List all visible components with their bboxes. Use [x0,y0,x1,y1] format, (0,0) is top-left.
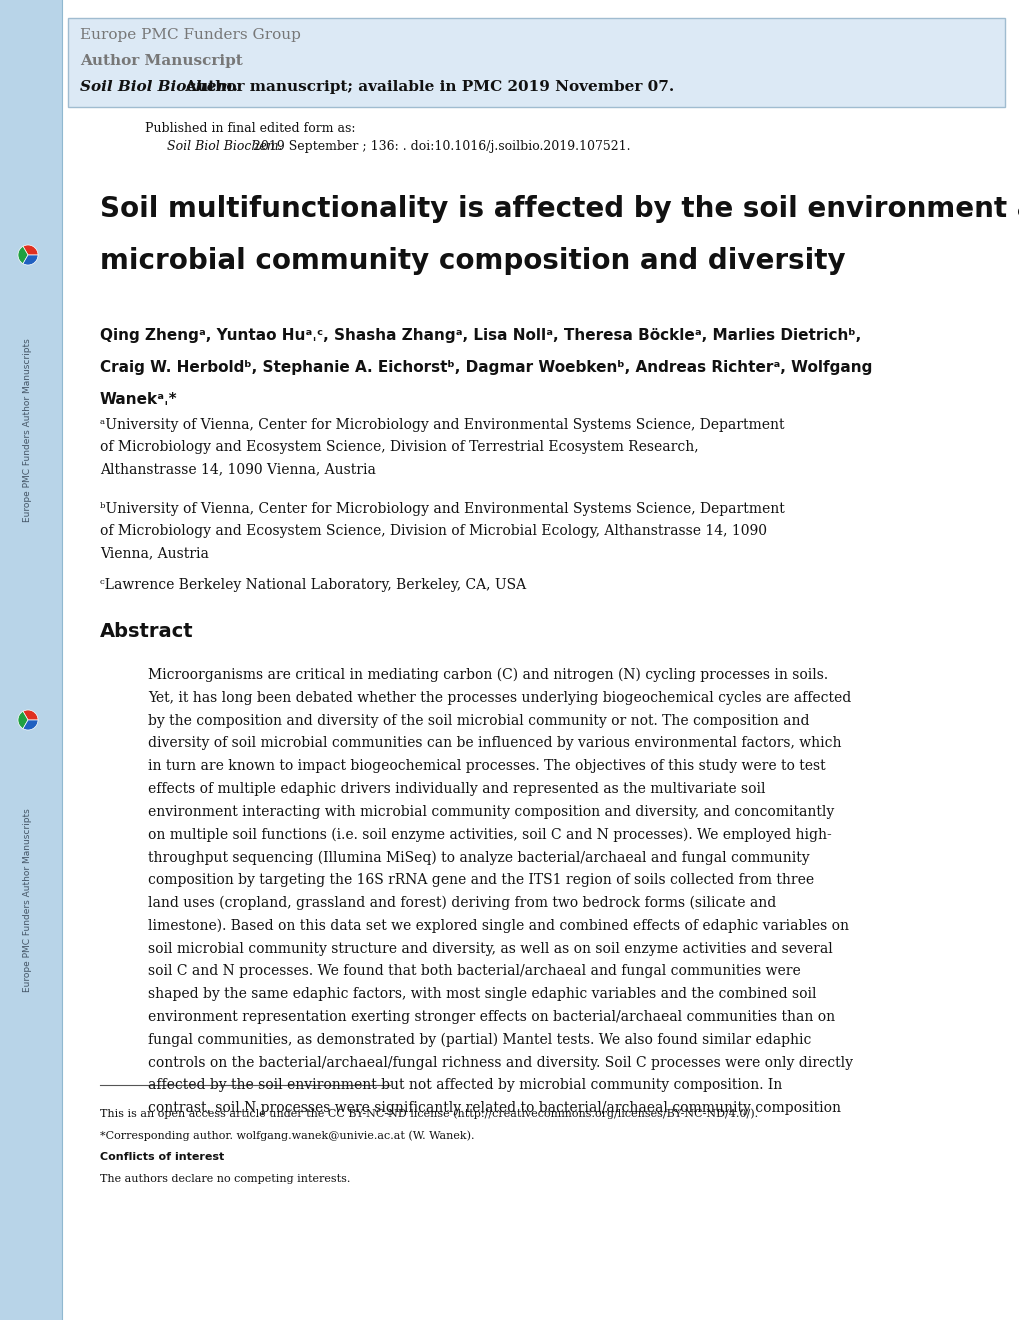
Text: fungal communities, as demonstrated by (partial) Mantel tests. We also found sim: fungal communities, as demonstrated by (… [148,1032,810,1047]
Text: Wanekᵃˌ*: Wanekᵃˌ* [100,392,177,407]
Text: Author Manuscript: Author Manuscript [79,54,243,69]
Text: diversity of soil microbial communities can be influenced by various environment: diversity of soil microbial communities … [148,737,841,750]
Text: on multiple soil functions (i.e. soil enzyme activities, soil C and N processes): on multiple soil functions (i.e. soil en… [148,828,830,842]
Text: composition by targeting the 16S rRNA gene and the ITS1 region of soils collecte: composition by targeting the 16S rRNA ge… [148,874,813,887]
Text: Author manuscript; available in PMC 2019 November 07.: Author manuscript; available in PMC 2019… [179,81,674,94]
Text: of Microbiology and Ecosystem Science, Division of Microbial Ecology, Althanstra: of Microbiology and Ecosystem Science, D… [100,524,766,539]
Text: 2019 September ; 136: . doi:10.1016/j.soilbio.2019.107521.: 2019 September ; 136: . doi:10.1016/j.so… [249,140,630,153]
Text: environment interacting with microbial community composition and diversity, and : environment interacting with microbial c… [148,805,834,818]
Text: Yet, it has long been debated whether the processes underlying biogeochemical cy: Yet, it has long been debated whether th… [148,690,851,705]
Text: ᵇUniversity of Vienna, Center for Microbiology and Environmental Systems Science: ᵇUniversity of Vienna, Center for Microb… [100,502,784,516]
Text: Conflicts of interest: Conflicts of interest [100,1152,224,1162]
Wedge shape [18,711,28,729]
Text: ᵃUniversity of Vienna, Center for Microbiology and Environmental Systems Science: ᵃUniversity of Vienna, Center for Microb… [100,418,784,432]
Text: ᶜLawrence Berkeley National Laboratory, Berkeley, CA, USA: ᶜLawrence Berkeley National Laboratory, … [100,578,526,591]
Wedge shape [23,255,38,265]
Text: Qing Zhengᵃ, Yuntao Huᵃˌᶜ, Shasha Zhangᵃ, Lisa Nollᵃ, Theresa Böckleᵃ, Marlies D: Qing Zhengᵃ, Yuntao Huᵃˌᶜ, Shasha Zhangᵃ… [100,327,860,343]
Text: Published in final edited form as:: Published in final edited form as: [145,121,356,135]
Wedge shape [23,710,38,719]
Text: Europe PMC Funders Group: Europe PMC Funders Group [79,28,301,42]
Text: limestone). Based on this data set we explored single and combined effects of ed: limestone). Based on this data set we ex… [148,919,848,933]
Text: by the composition and diversity of the soil microbial community or not. The com: by the composition and diversity of the … [148,714,809,727]
Text: Soil Biol Biochem.: Soil Biol Biochem. [79,81,237,94]
Text: environment representation exerting stronger effects on bacterial/archaeal commu: environment representation exerting stro… [148,1010,835,1024]
Text: microbial community composition and diversity: microbial community composition and dive… [100,247,845,275]
Text: Europe PMC Funders Author Manuscripts: Europe PMC Funders Author Manuscripts [23,338,33,521]
Text: Abstract: Abstract [100,622,194,642]
Text: Althanstrasse 14, 1090 Vienna, Austria: Althanstrasse 14, 1090 Vienna, Austria [100,462,376,477]
Text: This is an open access article under the CC BY-NC-ND license (http://creativecom: This is an open access article under the… [100,1107,757,1118]
Text: Vienna, Austria: Vienna, Austria [100,546,209,560]
Text: throughput sequencing (Illumina MiSeq) to analyze bacterial/archaeal and fungal : throughput sequencing (Illumina MiSeq) t… [148,850,809,865]
Text: The authors declare no competing interests.: The authors declare no competing interes… [100,1173,351,1184]
Text: *Corresponding author. wolfgang.wanek@univie.ac.at (W. Wanek).: *Corresponding author. wolfgang.wanek@un… [100,1130,474,1140]
Bar [0,0,62,1320]
Text: of Microbiology and Ecosystem Science, Division of Terrestrial Ecosystem Researc: of Microbiology and Ecosystem Science, D… [100,440,698,454]
Text: affected by the soil environment but not affected by microbial community composi: affected by the soil environment but not… [148,1078,782,1093]
Text: Soil multifunctionality is affected by the soil environment and by: Soil multifunctionality is affected by t… [100,195,1019,223]
Text: Soil Biol Biochem.: Soil Biol Biochem. [167,140,282,153]
Wedge shape [23,246,38,255]
Text: Craig W. Herboldᵇ, Stephanie A. Eichorstᵇ, Dagmar Woebkenᵇ, Andreas Richterᵃ, Wo: Craig W. Herboldᵇ, Stephanie A. Eichorst… [100,360,871,375]
Text: Microorganisms are critical in mediating carbon (C) and nitrogen (N) cycling pro: Microorganisms are critical in mediating… [148,668,827,682]
Text: contrast, soil N processes were significantly related to bacterial/archaeal comm: contrast, soil N processes were signific… [148,1101,841,1115]
Text: land uses (cropland, grassland and forest) deriving from two bedrock forms (sili: land uses (cropland, grassland and fores… [148,896,775,911]
Text: soil microbial community structure and diversity, as well as on soil enzyme acti: soil microbial community structure and d… [148,941,832,956]
Text: soil C and N processes. We found that both bacterial/archaeal and fungal communi: soil C and N processes. We found that bo… [148,965,800,978]
Wedge shape [23,719,38,730]
Wedge shape [18,247,28,264]
Text: Europe PMC Funders Author Manuscripts: Europe PMC Funders Author Manuscripts [23,808,33,991]
Text: shaped by the same edaphic factors, with most single edaphic variables and the c: shaped by the same edaphic factors, with… [148,987,815,1001]
Text: controls on the bacterial/archaeal/fungal richness and diversity. Soil C process: controls on the bacterial/archaeal/funga… [148,1056,852,1069]
Bar [68,18,1004,107]
Text: effects of multiple edaphic drivers individually and represented as the multivar: effects of multiple edaphic drivers indi… [148,781,764,796]
Text: in turn are known to impact biogeochemical processes. The objectives of this stu: in turn are known to impact biogeochemic… [148,759,824,774]
